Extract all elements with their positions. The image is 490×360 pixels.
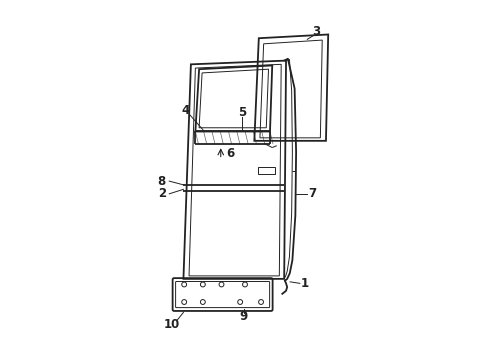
Text: 5: 5: [238, 106, 246, 120]
Bar: [258, 167, 275, 174]
Text: 7: 7: [308, 187, 316, 200]
Text: 2: 2: [158, 187, 166, 200]
Text: 4: 4: [181, 104, 190, 117]
Text: 9: 9: [240, 310, 248, 323]
Text: 6: 6: [226, 147, 234, 161]
Text: 1: 1: [301, 277, 309, 290]
Text: 8: 8: [158, 175, 166, 188]
Text: 3: 3: [312, 25, 320, 39]
Text: 10: 10: [163, 318, 180, 331]
